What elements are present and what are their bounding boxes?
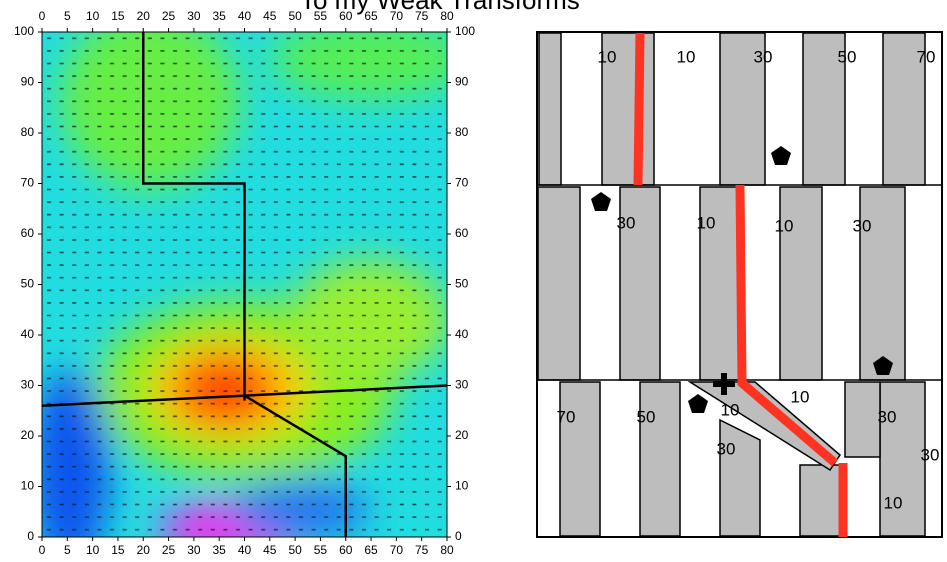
y-tick-label: 60 [455,226,469,240]
x-tick-label: 40 [238,543,252,557]
x-tick-label: 5 [64,543,71,557]
block-label: 30 [853,216,872,235]
x-tick-label: 55 [314,543,328,557]
block-label: 30 [878,407,897,426]
block-label: 70 [917,47,936,66]
x-tick-label: 50 [288,9,302,23]
y-tick-label: 20 [21,428,35,442]
x-tick-label: 25 [162,543,176,557]
x-tick-label: 15 [111,543,125,557]
x-tick-label: 25 [162,9,176,23]
block-label: 50 [838,47,857,66]
y-tick-label: 60 [21,226,35,240]
y-tick-label: 30 [21,378,35,392]
y-tick-label: 40 [455,327,469,341]
x-tick-label: 70 [390,9,404,23]
y-tick-label: 20 [455,428,469,442]
x-tick-label: 50 [288,543,302,557]
block-label: 30 [717,439,736,458]
y-tick-label: 50 [21,277,35,291]
x-tick-label: 70 [390,543,404,557]
block-label: 30 [754,47,773,66]
x-tick-label: 75 [415,9,429,23]
block-label: 50 [637,407,656,426]
y-tick-label: 10 [21,479,35,493]
y-tick-label: 70 [21,176,35,190]
block-label: 70 [557,407,576,426]
title: To my Weak Transforms [300,0,580,15]
block-label: 10 [721,400,740,419]
heatmap [42,32,447,537]
x-tick-label: 80 [440,9,454,23]
x-tick-label: 30 [187,543,201,557]
y-tick-label: 50 [455,277,469,291]
block-label: 10 [697,213,716,232]
fault-diagram: 10 10 30 50 70 30 10 10 30 70 50 10 10 30 30 30 10 [536,31,943,538]
x-tick-label: 60 [339,543,353,557]
x-tick-label: 35 [213,9,227,23]
y-tick-label: 80 [455,125,469,139]
y-tick-label: 90 [455,75,469,89]
y-tick-label: 90 [21,75,35,89]
y-tick-label: 100 [14,24,34,38]
x-tick-label: 5 [64,9,71,23]
block-label: 10 [884,493,903,512]
x-tick-label: 60 [339,9,353,23]
y-tick-label: 0 [455,529,462,543]
block-label: 10 [598,47,617,66]
block-label: 10 [677,47,696,66]
x-tick-label: 10 [86,9,100,23]
x-tick-label: 65 [364,9,378,23]
x-tick-label: 10 [86,543,100,557]
x-tick-label: 55 [314,9,328,23]
y-tick-label: 80 [21,125,35,139]
x-tick-label: 80 [440,543,454,557]
x-tick-label: 15 [111,9,125,23]
x-tick-label: 45 [263,543,277,557]
block-label: 10 [791,387,810,406]
x-tick-label: 20 [137,9,151,23]
x-tick-label: 45 [263,9,277,23]
y-tick-label: 0 [27,529,34,543]
fault-line [142,32,246,401]
block-label: 30 [921,445,940,464]
x-tick-label: 35 [213,543,227,557]
x-tick-label: 40 [238,9,252,23]
x-tick-label: 30 [187,9,201,23]
y-tick-label: 10 [455,479,469,493]
y-tick-label: 100 [455,24,475,38]
y-tick-label: 40 [21,327,35,341]
y-tick-label: 70 [455,176,469,190]
x-tick-label: 0 [39,543,46,557]
x-tick-label: 0 [39,9,46,23]
block-label: 30 [617,213,636,232]
y-tick-label: 30 [455,378,469,392]
block-label: 10 [775,216,794,235]
x-tick-label: 75 [415,543,429,557]
x-tick-label: 65 [364,543,378,557]
fault-line [243,394,347,537]
x-tick-label: 20 [137,543,151,557]
